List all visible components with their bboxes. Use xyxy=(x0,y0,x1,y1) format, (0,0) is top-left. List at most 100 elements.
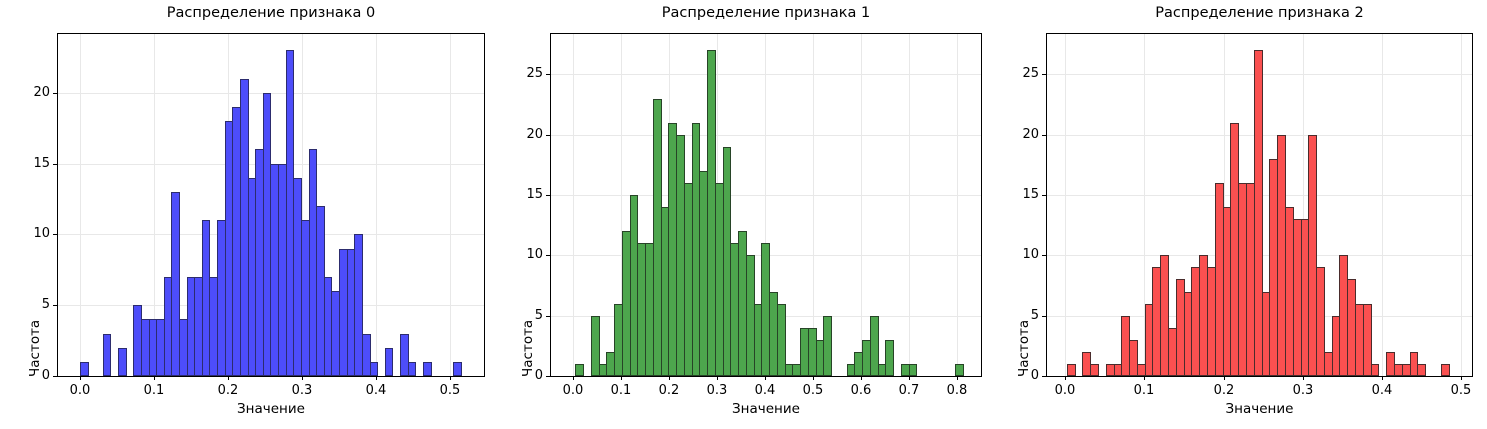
y-tick-mark xyxy=(546,195,550,196)
x-tick-mark xyxy=(450,376,451,380)
gridline-x xyxy=(765,34,766,376)
y-tick-label: 10 xyxy=(1022,246,1039,262)
x-tick-mark xyxy=(80,376,81,380)
histogram-bar xyxy=(823,316,832,376)
y-tick-mark xyxy=(546,376,550,377)
histogram-bar xyxy=(400,334,409,376)
histogram-bar xyxy=(1316,267,1325,376)
histogram-bar xyxy=(955,364,964,376)
x-tick-label: 0.4 xyxy=(365,383,387,398)
y-tick-label: 25 xyxy=(526,65,543,81)
y-tick-label: 0 xyxy=(1030,367,1039,383)
histogram-bar xyxy=(575,364,584,376)
histogram-bar xyxy=(80,362,89,376)
y-axis-label-1: Частота xyxy=(520,319,536,377)
x-tick-label: 0.1 xyxy=(143,383,165,398)
histogram-bar xyxy=(354,234,363,376)
y-tick-label: 20 xyxy=(526,126,543,142)
y-tick-label: 15 xyxy=(1022,186,1039,202)
y-tick-label: 10 xyxy=(33,225,50,241)
histogram-bar xyxy=(1371,364,1379,376)
y-tick-label: 20 xyxy=(33,84,50,100)
gridline-x xyxy=(909,34,910,376)
x-tick-mark xyxy=(1382,376,1383,380)
x-tick-label: 0.7 xyxy=(898,383,920,398)
gridline-x xyxy=(1065,34,1066,376)
histogram-bar xyxy=(370,362,378,376)
x-tick-mark xyxy=(1461,376,1462,380)
histogram-bar xyxy=(453,362,462,376)
gridline-y xyxy=(551,135,981,136)
gridline-x xyxy=(154,34,155,376)
x-tick-mark xyxy=(621,376,622,380)
histogram-bar xyxy=(408,362,416,376)
histogram-bar xyxy=(1363,304,1372,376)
gridline-x xyxy=(376,34,377,376)
histogram-bar xyxy=(362,334,371,376)
chart-title-0: Распределение признака 0 xyxy=(166,5,376,21)
histogram-bar xyxy=(1417,364,1426,376)
y-tick-mark xyxy=(546,255,550,256)
y-tick-mark xyxy=(53,305,57,306)
x-tick-mark xyxy=(1224,376,1225,380)
histogram-bar xyxy=(777,304,786,376)
x-tick-label: 0.2 xyxy=(658,383,680,398)
histogram-bar xyxy=(1308,135,1317,376)
gridline-x xyxy=(621,34,622,376)
gridline-x xyxy=(957,34,958,376)
x-tick-mark xyxy=(1303,376,1304,380)
histogram-bar xyxy=(1441,364,1450,376)
y-tick-label: 15 xyxy=(33,155,50,171)
x-tick-mark xyxy=(909,376,910,380)
gridline-x xyxy=(573,34,574,376)
x-tick-mark xyxy=(1144,376,1145,380)
gridline-y xyxy=(551,195,981,196)
y-tick-label: 5 xyxy=(534,307,543,323)
gridline-x xyxy=(813,34,814,376)
plot-area-2: 0.0 0.1 0.2 0.3 0.4 0.5 0 5 10 15 20 25 xyxy=(1022,33,1473,398)
y-tick-mark xyxy=(546,316,550,317)
gridline-x xyxy=(450,34,451,376)
gridline-x xyxy=(1303,34,1304,376)
y-tick-mark xyxy=(1042,135,1046,136)
y-tick-label: 15 xyxy=(526,186,543,202)
y-tick-label: 20 xyxy=(1022,126,1039,142)
histogram-bar xyxy=(1067,364,1076,376)
x-tick-mark xyxy=(957,376,958,380)
histogram-bar xyxy=(118,348,127,376)
histogram-bar xyxy=(1129,340,1138,376)
x-tick-mark xyxy=(669,376,670,380)
y-tick-label: 5 xyxy=(41,296,50,312)
histogram-bar xyxy=(1160,255,1169,376)
y-tick-mark xyxy=(1042,316,1046,317)
chart-title-1: Распределение признака 1 xyxy=(661,5,871,21)
gridline-x xyxy=(1224,34,1225,376)
y-tick-mark xyxy=(53,376,57,377)
x-tick-label: 0.5 xyxy=(439,383,461,398)
histogram-bar xyxy=(103,334,111,376)
x-tick-label: 0.0 xyxy=(69,383,91,398)
plot-area-0: 0.0 0.1 0.2 0.3 0.4 0.5 0 5 10 15 20 xyxy=(33,33,485,398)
y-tick-label: 25 xyxy=(1022,65,1039,81)
y-tick-mark xyxy=(53,234,57,235)
histogram-bar xyxy=(1090,364,1099,376)
gridline-x xyxy=(1382,34,1383,376)
x-axis-label-2: Значение xyxy=(1225,401,1294,417)
x-tick-label: 0.8 xyxy=(946,383,968,398)
y-tick-mark xyxy=(546,74,550,75)
y-axis-label-2: Частота xyxy=(1016,319,1032,377)
y-tick-label: 5 xyxy=(1030,307,1039,323)
gridline-x xyxy=(861,34,862,376)
x-axis-label-0: Значение xyxy=(237,401,305,417)
y-tick-mark xyxy=(546,135,550,136)
y-tick-mark xyxy=(1042,376,1046,377)
histogram-bar xyxy=(909,364,917,376)
x-tick-label: 0.0 xyxy=(1054,383,1076,398)
x-tick-label: 0.4 xyxy=(1371,383,1393,398)
histogram-bar xyxy=(423,362,432,376)
histogram-bar xyxy=(885,340,894,376)
x-tick-label: 0.6 xyxy=(850,383,872,398)
gridline-x xyxy=(1461,34,1462,376)
gridline-y xyxy=(551,74,981,75)
